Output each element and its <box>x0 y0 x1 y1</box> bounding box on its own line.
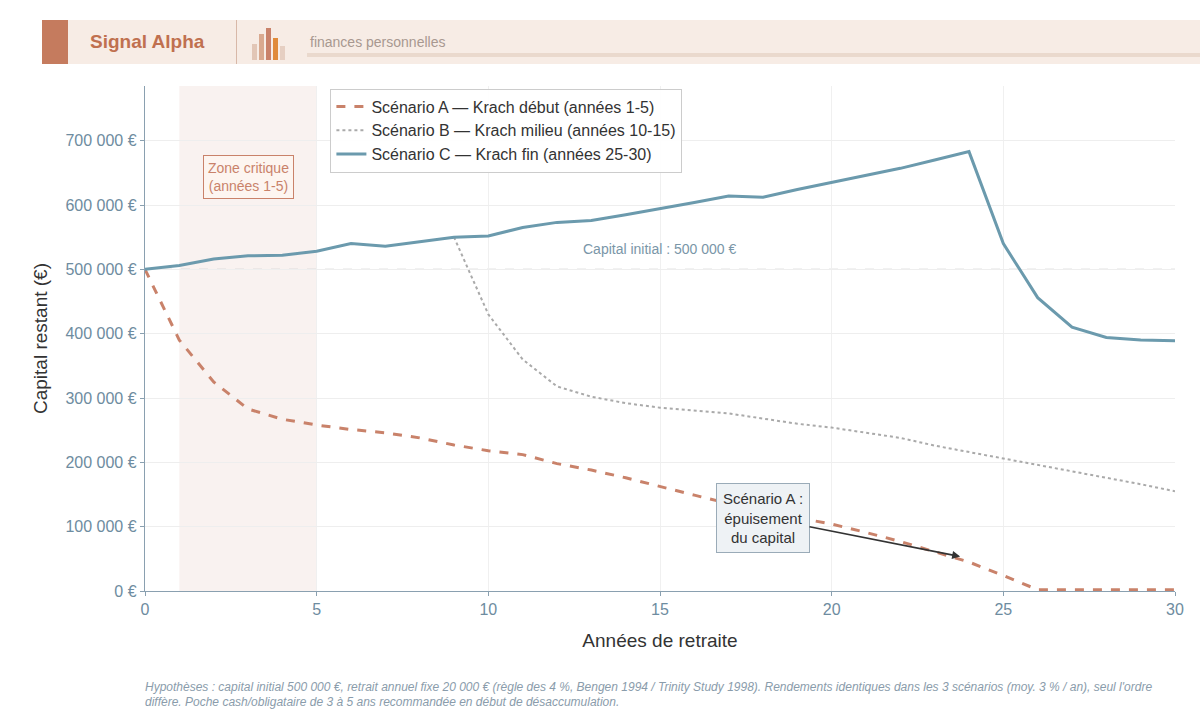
svg-text:Scénario B — Krach milieu (ann: Scénario B — Krach milieu (années 10-15) <box>371 122 675 139</box>
svg-text:5: 5 <box>312 601 321 618</box>
svg-text:Scénario A — Krach début (anné: Scénario A — Krach début (années 1-5) <box>371 99 654 116</box>
svg-text:0: 0 <box>141 601 150 618</box>
svg-text:400 000 €: 400 000 € <box>65 325 136 342</box>
svg-text:Capital initial : 500 000 €: Capital initial : 500 000 € <box>583 241 737 257</box>
html-text:finances personnelles: finances personnelles <box>310 34 446 50</box>
svg-text:100 000 €: 100 000 € <box>65 518 136 535</box>
svg-text:0 €: 0 € <box>114 583 136 600</box>
html-text:Hypothèses : capital initial 5: Hypothèses : capital initial 500 000 €, … <box>145 680 1153 709</box>
svg-text:700 000 €: 700 000 € <box>65 132 136 149</box>
svg-text:300 000 €: 300 000 € <box>65 390 136 407</box>
svg-text:Capital restant (€): Capital restant (€) <box>30 263 51 414</box>
svg-text:Zone critique(années 1-5): Zone critique(années 1-5) <box>208 160 289 194</box>
svg-text:20: 20 <box>823 601 841 618</box>
svg-text:25: 25 <box>994 601 1012 618</box>
svg-text:Scénario A :épuisementdu capit: Scénario A :épuisementdu capital <box>723 490 803 546</box>
svg-text:30: 30 <box>1166 601 1184 618</box>
svg-text:600 000 €: 600 000 € <box>65 197 136 214</box>
html-text:Signal Alpha: Signal Alpha <box>90 31 205 52</box>
svg-text:200 000 €: 200 000 € <box>65 454 136 471</box>
svg-text:10: 10 <box>479 601 497 618</box>
svg-text:500 000 €: 500 000 € <box>65 261 136 278</box>
svg-text:15: 15 <box>651 601 669 618</box>
svg-text:Années de retraite: Années de retraite <box>582 630 737 651</box>
svg-text:Scénario C — Krach fin (années: Scénario C — Krach fin (années 25-30) <box>371 146 651 163</box>
